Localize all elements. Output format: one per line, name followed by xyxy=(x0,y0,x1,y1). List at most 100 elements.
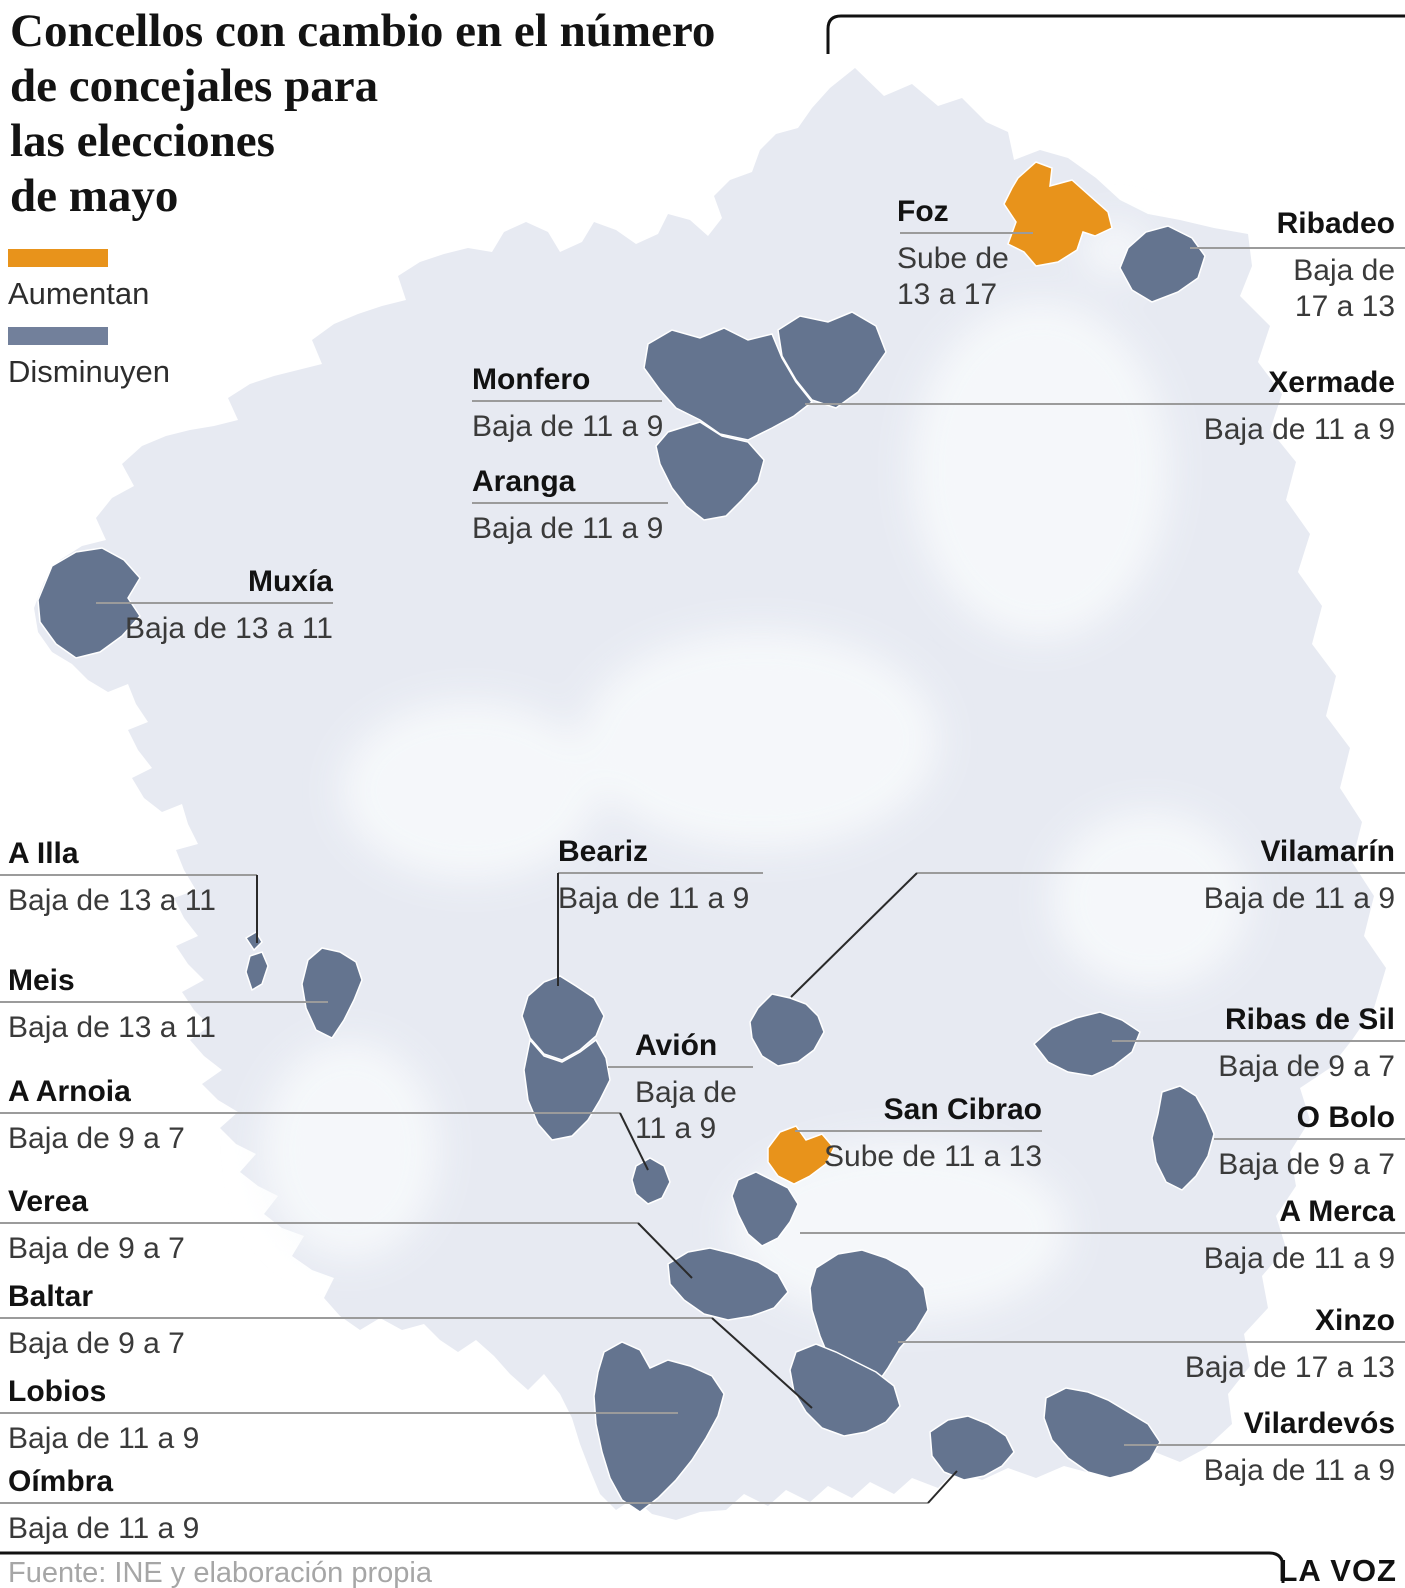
page-title: Concellos con cambio en el número de con… xyxy=(10,4,840,224)
municipality-label-ribas-de-sil: Ribas de Sil Baja de 9 a 7 xyxy=(1115,1004,1395,1085)
municipality-label-lobios: Lobios Baja de 11 a 9 xyxy=(8,1376,268,1457)
title-line-3: las elecciones xyxy=(10,115,275,167)
municipality-name: O Bolo xyxy=(1296,1101,1395,1134)
municipality-name: A Arnoia xyxy=(8,1075,131,1108)
decrease-label: Disminuyen xyxy=(8,354,170,389)
municipality-label-a-merca: A Merca Baja de 11 a 9 xyxy=(1155,1196,1395,1277)
municipality-name: Ribadeo xyxy=(1276,207,1395,240)
connector-baltar xyxy=(711,1317,813,1409)
municipality-value: Baja de 13 a 11 xyxy=(125,612,333,645)
municipality-name: Vilardevós xyxy=(1243,1407,1395,1440)
municipality-name: Verea xyxy=(8,1185,89,1218)
increase-label: Aumentan xyxy=(8,276,150,311)
region-ribadeo xyxy=(1119,225,1206,303)
municipality-name: Foz xyxy=(897,195,949,228)
municipality-value: Baja de 11 a 9 xyxy=(1203,413,1395,446)
municipality-name: Vilamarín xyxy=(1260,835,1395,868)
legend-increase: Aumentan xyxy=(8,249,149,310)
decrease-color-swatch xyxy=(8,327,108,345)
municipality-value: Baja de 13 a 11 xyxy=(8,1011,216,1044)
municipality-label-xermade: Xermade Baja de 11 a 9 xyxy=(1135,367,1395,448)
municipality-value: Baja de 17 a 13 xyxy=(1293,254,1395,323)
region-a-arnoia xyxy=(631,1157,671,1205)
municipality-value: Baja de 9 a 7 xyxy=(1218,1050,1395,1083)
source-note: Fuente: INE y elaboración propia xyxy=(8,1557,432,1588)
municipality-label-vilardevos: Vilardevós Baja de 11 a 9 xyxy=(1135,1408,1395,1489)
municipality-label-verea: Verea Baja de 9 a 7 xyxy=(8,1186,268,1267)
region-monfero xyxy=(643,327,814,441)
region-lobios xyxy=(593,1341,725,1513)
connector-a-arnoia xyxy=(619,1112,649,1171)
title-line-4: de mayo xyxy=(10,170,179,222)
municipality-value: Baja de 11 a 9 xyxy=(1203,1454,1395,1487)
municipality-name: Beariz xyxy=(558,835,649,868)
municipality-label-beariz: Beariz Baja de 11 a 9 xyxy=(558,836,788,917)
municipality-name: Oímbra xyxy=(8,1465,114,1498)
municipality-name: Xermade xyxy=(1268,366,1395,399)
municipality-label-a-arnoia: A Arnoia Baja de 9 a 7 xyxy=(8,1076,268,1157)
leader-connectors xyxy=(256,872,958,1504)
footer-rule xyxy=(0,1551,1285,1583)
region-baltar xyxy=(789,1343,901,1437)
municipality-value: Baja de 9 a 7 xyxy=(1218,1148,1395,1181)
municipality-value: Baja de 11 a 9 xyxy=(8,1512,200,1545)
municipality-name: Aranga xyxy=(472,465,576,498)
municipality-label-meis: Meis Baja de 13 a 11 xyxy=(8,965,268,1046)
municipality-name: A Merca xyxy=(1279,1195,1395,1228)
region-san-cibrao xyxy=(767,1125,835,1185)
municipality-value: Sube de 11 a 13 xyxy=(824,1140,1042,1173)
municipality-value: Baja de 11 a 9 xyxy=(1203,882,1395,915)
municipality-name: Meis xyxy=(8,964,75,997)
municipality-label-oimbra: Oímbra Baja de 11 a 9 xyxy=(8,1466,268,1547)
region-vilardevos xyxy=(1043,1387,1161,1479)
municipality-label-o-bolo: O Bolo Baja de 9 a 7 xyxy=(1155,1102,1395,1183)
municipality-value: Baja de 9 a 7 xyxy=(8,1327,185,1360)
brand-logo: LA VOZ xyxy=(1278,1553,1397,1588)
municipality-value: Sube de 13 a 17 xyxy=(897,242,1009,311)
title-line-2: de concejales para xyxy=(10,60,379,112)
region-a-illa xyxy=(244,930,269,992)
municipality-label-monfero: Monfero Baja de 11 a 9 xyxy=(472,364,732,445)
region-avion xyxy=(523,1038,611,1141)
municipality-value: Baja de 11 a 9 xyxy=(635,1076,737,1145)
municipality-name: A Illa xyxy=(8,837,79,870)
municipality-label-vilamarin: Vilamarín Baja de 11 a 9 xyxy=(1135,836,1395,917)
municipality-label-san-cibrao: San Cibrao Sube de 11 a 13 xyxy=(802,1094,1042,1175)
municipality-name: Lobios xyxy=(8,1375,107,1408)
municipality-name: Monfero xyxy=(472,363,591,396)
municipality-name: Ribas de Sil xyxy=(1224,1003,1395,1036)
municipality-value: Baja de 11 a 9 xyxy=(8,1422,200,1455)
municipality-value: Baja de 11 a 9 xyxy=(558,882,750,915)
municipality-name: Xinzo xyxy=(1315,1304,1395,1337)
municipality-value: Baja de 11 a 9 xyxy=(472,410,664,443)
relief-highlights xyxy=(260,222,1250,1320)
municipality-label-xinzo: Xinzo Baja de 17 a 13 xyxy=(1155,1305,1395,1386)
region-verea xyxy=(667,1247,789,1321)
leader-lines xyxy=(0,232,1405,1504)
municipality-value: Baja de 9 a 7 xyxy=(8,1232,185,1265)
region-oimbra xyxy=(929,1415,1015,1481)
municipality-label-baltar: Baltar Baja de 9 a 7 xyxy=(8,1281,268,1362)
municipality-value: Baja de 9 a 7 xyxy=(8,1122,185,1155)
connector-oimbra xyxy=(927,1470,958,1504)
municipality-name: Baltar xyxy=(8,1280,94,1313)
municipality-value: Baja de 11 a 9 xyxy=(472,512,664,545)
municipality-label-avion: Avión Baja de 11 a 9 xyxy=(635,1030,755,1147)
top-right-bracket xyxy=(826,14,1405,54)
municipality-name: Muxía xyxy=(247,565,333,598)
region-meis xyxy=(301,947,363,1039)
region-vilamarin xyxy=(749,993,825,1067)
legend-decrease: Disminuyen xyxy=(8,327,170,388)
region-o-bolo xyxy=(1151,1085,1215,1191)
municipality-label-foz: Foz Sube de 13 a 17 xyxy=(897,196,1042,313)
title-line-1: Concellos con cambio en el número xyxy=(10,5,716,57)
connector-verea xyxy=(637,1222,693,1279)
highlighted-regions xyxy=(37,161,1215,1513)
region-foz xyxy=(1003,161,1113,267)
region-muxia xyxy=(37,547,141,659)
municipality-name: San Cibrao xyxy=(883,1093,1042,1126)
municipality-value: Baja de 13 a 11 xyxy=(8,884,216,917)
municipality-label-muxia: Muxía Baja de 13 a 11 xyxy=(113,566,333,647)
increase-color-swatch xyxy=(8,249,108,267)
